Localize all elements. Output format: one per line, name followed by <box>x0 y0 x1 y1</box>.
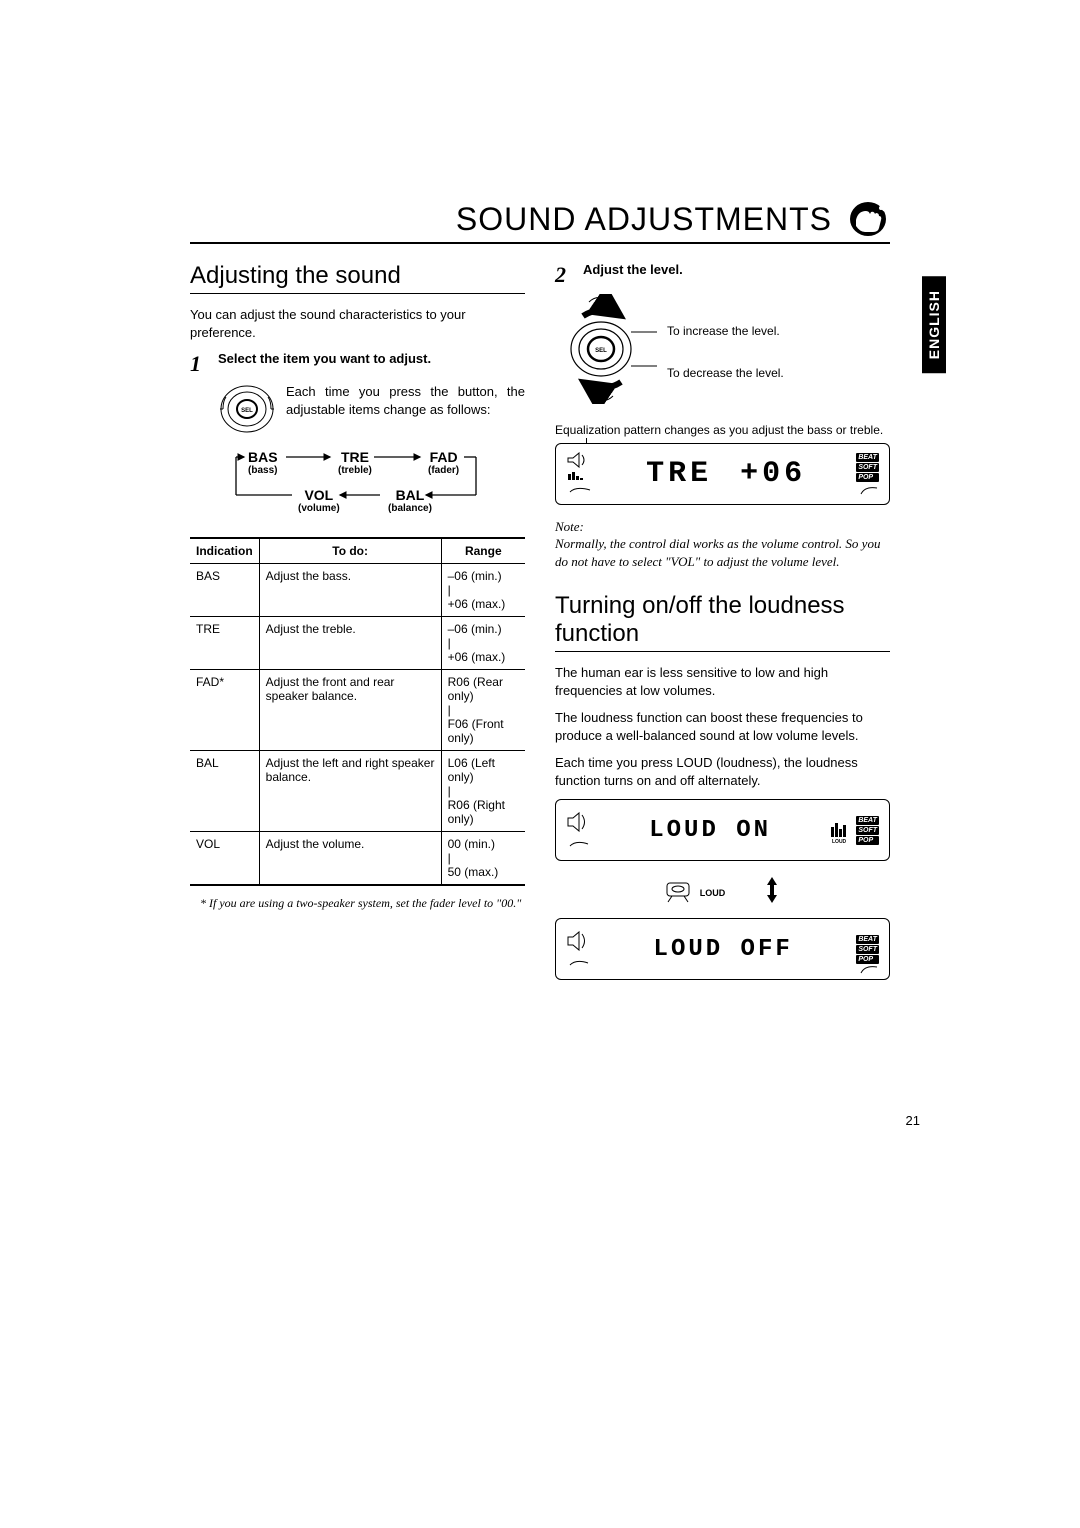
section-heading-loudness: Turning on/off the loudness function <box>555 592 890 652</box>
step-1-row: 1 Select the item you want to adjust. <box>190 351 525 377</box>
lcd-value-tre: TRE <box>646 457 712 491</box>
loud-p3: Each time you press LOUD (loudness), the… <box>555 754 890 789</box>
speaker-eq-icon <box>566 452 596 496</box>
loud-p1: The human ear is less sensitive to low a… <box>555 664 890 699</box>
flow-arrows-icon <box>218 449 488 519</box>
speaker-icon <box>566 927 590 971</box>
mode-badges: BEAT SOFT POP <box>856 453 879 482</box>
lcd-loud-off: LOUD OFF <box>654 936 793 963</box>
curve-icon <box>859 484 879 496</box>
step-2-number: 2 <box>555 262 573 288</box>
flow-diagram: BAS (bass) TRE (treble) FAD (fader) VOL … <box>218 449 525 519</box>
step-2-title: Adjust the level. <box>583 262 683 277</box>
language-tab: ENGLISH <box>922 276 946 373</box>
left-column: Adjusting the sound You can adjust the s… <box>190 262 525 994</box>
loud-button-icon: LOUD <box>666 882 726 904</box>
th-range: Range <box>441 538 525 564</box>
up-down-arrow-icon <box>765 875 779 910</box>
note-label: Note: <box>555 519 890 535</box>
step-2-row: 2 Adjust the level. <box>555 262 890 288</box>
sel-button-icon: SEL <box>218 383 276 435</box>
lcd-display-loud-off: LOUD OFF BEATSOFTPOP <box>555 918 890 980</box>
section-heading-adjust: Adjusting the sound <box>190 262 525 294</box>
indication-table: Indication To do: Range BASAdjust the ba… <box>190 537 525 886</box>
svg-text:SEL: SEL <box>241 408 253 414</box>
note-body: Normally, the control dial works as the … <box>555 535 890 570</box>
curve-icon <box>859 963 879 975</box>
svg-text:LOUD: LOUD <box>832 839 847 845</box>
step-1-title: Select the item you want to adjust. <box>218 351 431 366</box>
hand-pointing-icon <box>846 200 890 238</box>
eq-caption: Equalization pattern changes as you adju… <box>555 423 890 437</box>
control-dial-icon: SEL <box>559 294 659 409</box>
table-row: VOLAdjust the volume.00 (min.) | 50 (max… <box>190 832 525 886</box>
table-row: FAD*Adjust the front and rear speaker ba… <box>190 670 525 751</box>
increase-label: To increase the level. <box>667 324 784 338</box>
table-row: BASAdjust the bass.–06 (min.) | +06 (max… <box>190 564 525 617</box>
footnote: * If you are using a two-speaker system,… <box>200 896 525 911</box>
lcd-value-06: +06 <box>740 457 806 491</box>
eq-bars-icon: LOUD <box>830 815 852 845</box>
right-column: 2 Adjust the level. SEL <box>555 262 890 994</box>
decrease-label: To decrease the level. <box>667 366 784 380</box>
step-1-number: 1 <box>190 351 208 377</box>
lcd-display-loud-on: LOUD ON LOUD BEATSOFTPOP <box>555 799 890 861</box>
lcd-display-tre: TRE +06 BEAT SOFT POP <box>555 443 890 505</box>
title-row: SOUND ADJUSTMENTS <box>190 200 890 244</box>
loud-p2: The loudness function can boost these fr… <box>555 709 890 744</box>
step-1-text: Each time you press the button, the adju… <box>286 383 525 418</box>
main-title: SOUND ADJUSTMENTS <box>456 201 832 238</box>
th-todo: To do: <box>259 538 441 564</box>
lcd-loud-on: LOUD ON <box>649 817 771 844</box>
table-row: BALAdjust the left and right speaker bal… <box>190 751 525 832</box>
intro-text: You can adjust the sound characteristics… <box>190 306 525 341</box>
page-number: 21 <box>906 1113 920 1128</box>
svg-text:SEL: SEL <box>595 348 607 354</box>
table-row: TREAdjust the treble.–06 (min.) | +06 (m… <box>190 617 525 670</box>
th-indication: Indication <box>190 538 259 564</box>
page-content: SOUND ADJUSTMENTS Adjusting the sound Yo… <box>190 200 890 994</box>
speaker-icon <box>566 808 590 852</box>
